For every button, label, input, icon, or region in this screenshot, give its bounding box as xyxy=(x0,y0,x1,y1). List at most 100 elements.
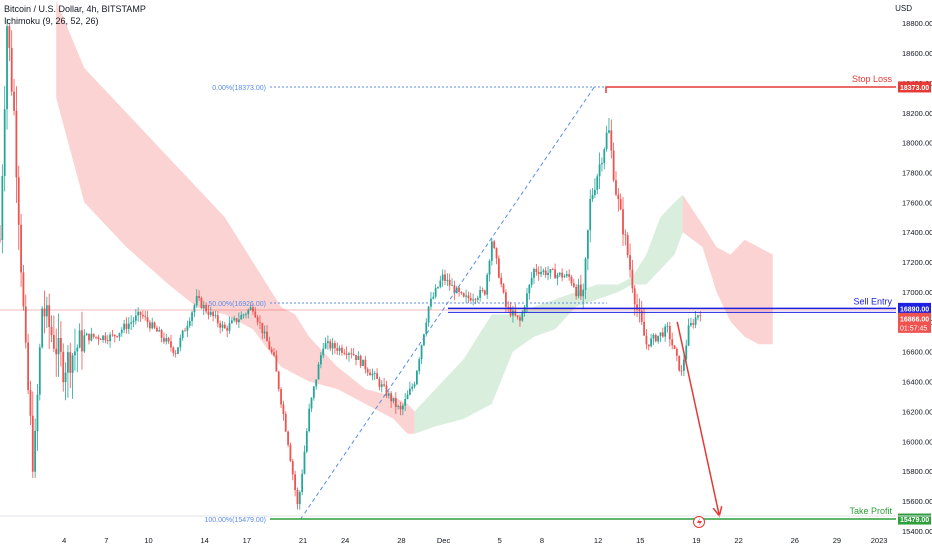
time-tick-label: 19 xyxy=(692,536,700,545)
sell-arrow[interactable] xyxy=(676,321,721,517)
candle-body xyxy=(416,370,418,385)
candle-body xyxy=(186,325,189,331)
candle-body xyxy=(97,336,100,340)
candle-body xyxy=(460,291,463,294)
candle-body xyxy=(13,91,15,111)
price-tick-label: 17600.00 xyxy=(902,198,932,207)
candle-body xyxy=(319,355,322,365)
candle-body xyxy=(64,372,67,383)
candle-body xyxy=(92,333,95,337)
price-axis: 15400.00 15600.00 15800.00 16000.00 16200.00… xyxy=(896,0,932,550)
stop-loss-line[interactable] xyxy=(605,86,896,93)
candle-body xyxy=(6,26,8,110)
candle-body xyxy=(373,373,376,375)
flash-icon[interactable] xyxy=(693,516,705,528)
price-tick-label: 17800.00 xyxy=(902,169,932,178)
candle-body xyxy=(212,311,215,317)
candle-body xyxy=(619,199,622,210)
candle-body xyxy=(214,315,217,317)
candle-body xyxy=(369,372,371,376)
candle-body xyxy=(387,393,390,396)
candle-body xyxy=(474,299,477,301)
candle-body xyxy=(507,306,510,308)
candle-body xyxy=(692,323,695,325)
candle-body xyxy=(509,307,512,316)
time-tick-label: 24 xyxy=(341,536,349,545)
candle-body xyxy=(406,394,409,400)
candle-body xyxy=(62,351,65,383)
candle-body xyxy=(493,241,496,249)
candle-body xyxy=(31,415,34,472)
candle-body xyxy=(130,322,133,324)
candle-body xyxy=(67,352,69,373)
candle-body xyxy=(647,344,650,347)
candle-body xyxy=(50,326,53,336)
candle-body xyxy=(577,284,580,297)
candle-body xyxy=(99,339,102,340)
drawing-lines: 0.00%(18373.00) 50.00%(16926.00) 100.00%(1… xyxy=(0,74,896,524)
candle-body xyxy=(83,335,86,352)
level-label: Sell Entry xyxy=(853,296,892,306)
fib-level-label: 50.00%(16926.00) xyxy=(208,301,266,308)
candle-body xyxy=(273,352,275,356)
candle-body xyxy=(263,331,266,334)
candle-body xyxy=(558,272,561,275)
candle-body xyxy=(570,276,573,284)
candle-body xyxy=(601,163,603,165)
candle-body xyxy=(610,130,613,151)
candle-body xyxy=(603,149,606,164)
candle-body xyxy=(652,334,655,339)
candle-body xyxy=(43,308,46,317)
current-price-tag xyxy=(898,312,931,333)
candle-body xyxy=(699,315,702,317)
candle-body xyxy=(235,318,238,323)
candle-body xyxy=(245,314,247,315)
time-tick-label: 14 xyxy=(201,536,209,545)
candle-body xyxy=(242,314,245,316)
candle-body xyxy=(683,359,685,371)
price-tick-label: 16600.00 xyxy=(902,348,932,357)
candle-body xyxy=(109,334,111,342)
candle-body xyxy=(594,189,596,196)
candle-body xyxy=(378,378,381,387)
candle-body xyxy=(666,326,669,327)
candle-body xyxy=(526,293,528,308)
candle-body xyxy=(512,310,514,316)
candle-body xyxy=(390,393,393,402)
price-tag-text: 16890.00 xyxy=(900,306,929,313)
candle-body xyxy=(266,331,268,342)
candle-body xyxy=(617,194,620,200)
flash-icon-bolt xyxy=(697,518,702,527)
candle-body xyxy=(1,175,4,241)
indicator-label[interactable]: Ichimoku (9, 26, 52, 26) xyxy=(4,16,99,26)
candle-body xyxy=(549,269,552,273)
stop-loss-price-tag xyxy=(898,81,931,93)
candle-body xyxy=(195,295,198,306)
symbol-title[interactable]: Bitcoin / U.S. Dollar, 4h, BITSTAMP xyxy=(4,4,146,14)
candle-body xyxy=(650,338,653,347)
candle-body xyxy=(483,290,486,295)
candle-body xyxy=(153,322,156,328)
candle-body xyxy=(17,177,20,225)
candle-body xyxy=(233,318,236,321)
candle-body xyxy=(479,289,482,298)
candle-body xyxy=(399,406,402,410)
time-axis: 4 7 10 14 17 21 24 28 Dec 5 8 12 15 19 22 26 29 2023 xyxy=(0,515,932,545)
candle-body xyxy=(437,286,439,289)
candle-body xyxy=(486,274,489,295)
time-tick-label: 5 xyxy=(498,536,502,545)
candle-body xyxy=(298,492,301,505)
candle-body xyxy=(172,347,175,353)
candle-body xyxy=(322,348,325,356)
candle-body xyxy=(287,431,289,445)
candle-body xyxy=(71,355,74,373)
candle-body xyxy=(34,430,37,472)
candle-body xyxy=(10,47,13,92)
candle-body xyxy=(540,271,542,275)
candle-body xyxy=(615,180,617,195)
candle-body xyxy=(434,288,437,297)
candle-body xyxy=(343,352,346,354)
candle-body xyxy=(685,345,688,360)
